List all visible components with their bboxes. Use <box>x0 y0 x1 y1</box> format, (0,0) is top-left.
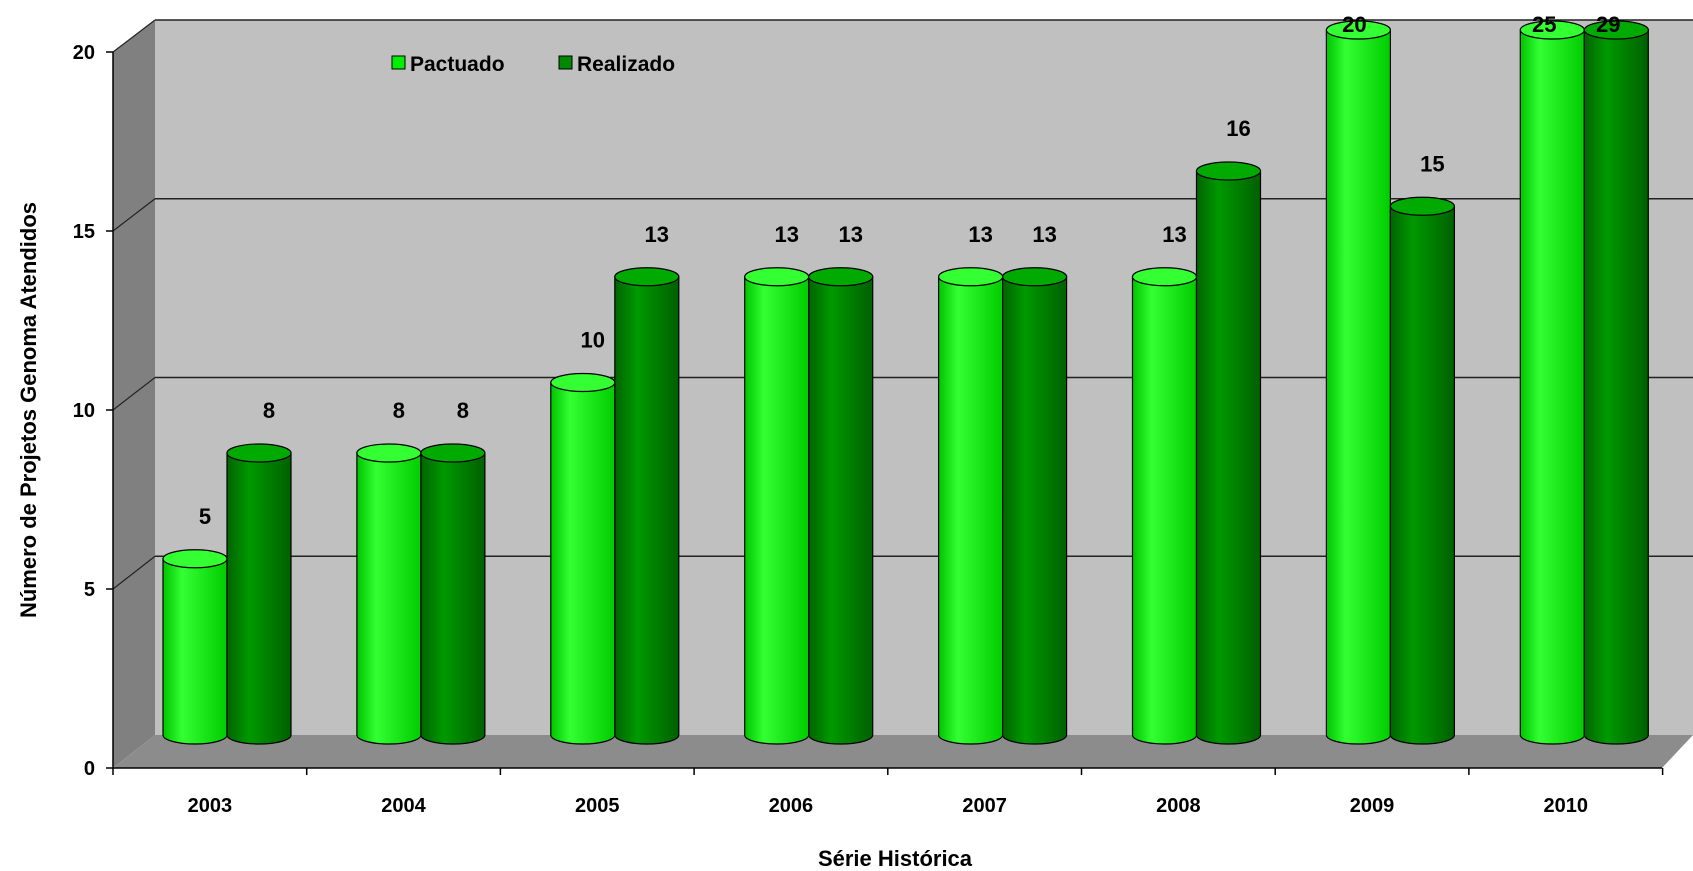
data-label: 13 <box>774 222 798 247</box>
bar-body <box>808 276 874 745</box>
bar-top <box>808 267 874 287</box>
bar-realizado-2007 <box>1001 267 1068 745</box>
data-label: 8 <box>263 398 275 423</box>
bar-realizado-2006 <box>808 267 874 745</box>
bar-top <box>420 443 486 463</box>
y-tick-label: 0 <box>84 758 95 780</box>
bar-body <box>1002 276 1068 745</box>
data-label: 13 <box>1162 222 1186 247</box>
gridline-side <box>112 377 156 411</box>
y-axis-ticks: 0 5 10 15 20 <box>73 42 113 780</box>
bar-body <box>162 558 228 745</box>
bar-realizado-2005 <box>614 267 680 745</box>
chart-floor <box>113 735 1693 768</box>
bar-top <box>1001 267 1068 287</box>
bar-top <box>162 549 228 569</box>
bar-pactuado-2003 <box>162 549 228 745</box>
bar-top <box>1325 20 1392 40</box>
bar-pactuado-2010 <box>1519 20 1585 745</box>
x-tick-label: 2007 <box>962 795 1007 817</box>
bar-realizado-2009 <box>1389 196 1456 745</box>
bar-body <box>1389 205 1455 745</box>
bar-body <box>550 381 616 745</box>
x-tick-label: 2003 <box>188 795 233 817</box>
y-axis-title: Número de Projetos Genoma Atendidos <box>16 202 41 618</box>
bar-realizado-2010 <box>1583 20 1649 745</box>
legend-label-pactuado: Pactuado <box>410 53 505 76</box>
bar-body <box>420 452 486 745</box>
gridline-side <box>112 19 156 53</box>
bar-body <box>1325 29 1391 745</box>
x-axis-title: Série Histórica <box>818 846 973 871</box>
bar-pactuado-2008 <box>1131 267 1198 745</box>
legend-swatch-pactuado <box>391 55 406 70</box>
bars <box>162 20 1649 745</box>
bar-top <box>226 443 292 463</box>
data-label: 13 <box>645 222 669 247</box>
bar-top <box>356 443 422 463</box>
bar-body <box>356 452 422 745</box>
x-tick-label: 2009 <box>1350 795 1395 817</box>
data-label: 8 <box>393 398 405 423</box>
bar-body <box>1131 276 1198 745</box>
x-tick-label: 2008 <box>1156 795 1201 817</box>
x-tick-label: 2006 <box>769 795 814 817</box>
y-tick-label: 20 <box>73 42 95 64</box>
data-label: 13 <box>1032 222 1056 247</box>
data-label: 5 <box>199 504 211 529</box>
x-tick-label: 2005 <box>575 795 620 817</box>
data-label: 8 <box>457 398 469 423</box>
data-label: 25 <box>1532 12 1556 37</box>
bar-pactuado-2009 <box>1325 20 1392 745</box>
bar-top <box>744 267 810 287</box>
y-tick-label: 15 <box>73 221 95 243</box>
bar-top <box>1389 196 1456 216</box>
gridline-side <box>112 198 156 232</box>
bar-top <box>1583 20 1649 40</box>
bar-pactuado-2007 <box>937 267 1004 745</box>
data-label: 16 <box>1226 116 1250 141</box>
x-tick-label: 2004 <box>381 795 426 817</box>
y-tick-label: 5 <box>84 579 95 601</box>
data-label: 10 <box>581 328 605 353</box>
bar-body <box>614 276 680 745</box>
legend: Pactuado Realizado <box>391 53 675 76</box>
legend-label-realizado: Realizado <box>577 53 675 76</box>
bar-body <box>1519 29 1585 745</box>
bar-body <box>744 276 810 745</box>
legend-swatch-realizado <box>558 55 573 70</box>
bar-top <box>937 267 1004 287</box>
bar-pactuado-2004 <box>356 443 422 745</box>
data-label: 29 <box>1596 12 1620 37</box>
bar-body <box>938 276 1004 745</box>
bar-top <box>1131 267 1198 287</box>
bar-top <box>614 267 680 287</box>
bar-top <box>1195 161 1262 181</box>
bar-realizado-2003 <box>226 443 292 745</box>
bar-body <box>226 452 292 745</box>
bar-realizado-2004 <box>420 443 486 745</box>
gridline-side <box>112 555 156 590</box>
data-label: 15 <box>1420 151 1444 176</box>
data-label: 13 <box>968 222 992 247</box>
bar-body <box>1583 29 1649 745</box>
data-label: 13 <box>838 222 862 247</box>
bar-pactuado-2005 <box>550 372 616 745</box>
bar-realizado-2008 <box>1195 161 1262 745</box>
bar-pactuado-2006 <box>744 267 810 745</box>
x-axis-ticks: 2003 2004 2005 2006 2007 2008 2009 2010 <box>112 768 1664 817</box>
data-labels: 5 8 8 8 10 13 13 13 13 13 13 16 20 15 25 29 <box>199 12 1621 529</box>
data-label: 20 <box>1342 12 1366 37</box>
y-tick-label: 10 <box>73 400 95 422</box>
bar-body <box>1195 170 1262 745</box>
bar-top <box>550 372 616 393</box>
x-tick-label: 2010 <box>1544 795 1589 817</box>
